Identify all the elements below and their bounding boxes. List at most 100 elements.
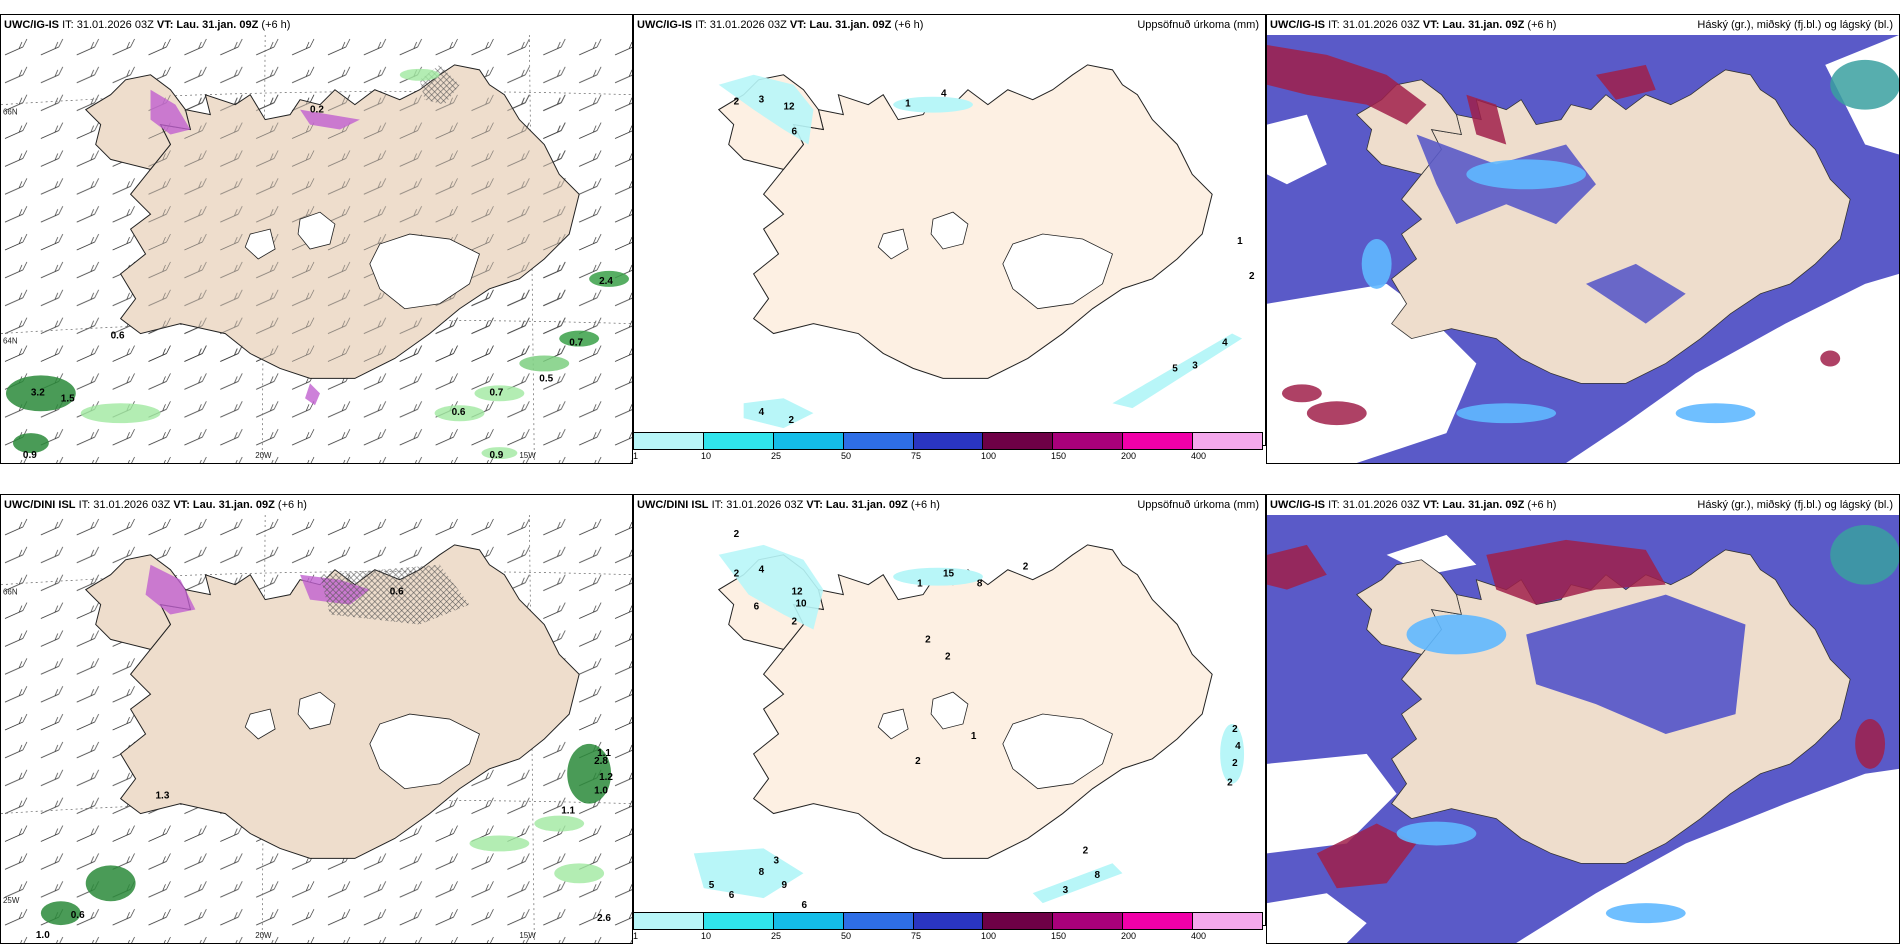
colorbar-tick: 25 <box>771 931 782 941</box>
precip-label: 0.7 <box>569 338 583 349</box>
precip-label: 1.3 <box>156 791 170 802</box>
accum-label: 2 <box>734 569 740 580</box>
accum-label: 3 <box>1063 885 1069 896</box>
accum-label: 5 <box>1172 363 1178 374</box>
lead-time: (+6 h) <box>894 19 924 31</box>
map-area: 0.6 0.2 0.7 0.5 0.6 0.9 2.4 0.7 1.5 3.2 … <box>1 35 632 463</box>
accum-label: 2 <box>789 415 795 426</box>
accum-label: 10 <box>795 599 807 610</box>
panel-clouds-dini: UWC/IG-IS IT: 31.01.2026 03Z VT: Lau. 31… <box>1266 494 1900 944</box>
valid-time: VT: Lau. 31.jan. 09Z <box>789 19 892 31</box>
precip-label: 1.0 <box>36 930 50 941</box>
accum-label: 1 <box>917 579 923 590</box>
init-time: IT: 31.01.2026 03Z <box>695 19 787 31</box>
colorbar-segment <box>1053 913 1124 929</box>
valid-time: VT: Lau. 31.jan. 09Z <box>173 499 275 511</box>
init-time: IT: 31.01.2026 03Z <box>78 499 171 511</box>
precip-label: 0.9 <box>23 450 37 461</box>
grid-label-20w: 20W <box>255 931 272 940</box>
precip-label: 0.9 <box>489 450 503 461</box>
accum-label: 8 <box>977 579 983 590</box>
colorbar-tick: 10 <box>701 451 712 461</box>
accum-label: 8 <box>1095 870 1101 881</box>
colorbar-tick: 400 <box>1191 451 1207 461</box>
colorbar-segment <box>843 913 914 929</box>
colorbar-segment <box>913 433 984 449</box>
colorbar-segment <box>1193 433 1263 449</box>
colorbar-segment <box>1123 913 1194 929</box>
field-title: Háský (gr.), miðský (fj.bl.) og lágský (… <box>1697 19 1893 31</box>
model-name: UWC/DINI ISL <box>4 499 76 511</box>
precip-label: 0.6 <box>452 407 466 418</box>
precip-label: 1.1 <box>561 806 575 817</box>
grid-label-66n: 66N <box>3 588 18 597</box>
accum-label: 12 <box>784 102 796 113</box>
accum-label: 3 <box>759 95 765 106</box>
map-area <box>1267 35 1899 463</box>
accum-label: 3 <box>774 855 780 866</box>
precip-label: 1.1 <box>597 748 611 759</box>
colorbar-segment <box>913 913 984 929</box>
precip-label: 0.6 <box>71 910 85 921</box>
accum-label: 4 <box>941 89 947 100</box>
map-area: 0.6 1.3 1.1 1.2 1.0 1.1 1.0 0.6 2.6 2.8 … <box>1 515 632 943</box>
valid-time: VT: Lau. 31.jan. 09Z <box>1422 19 1525 31</box>
colorbar-tick: 200 <box>1121 451 1137 461</box>
valid-time: VT: Lau. 31.jan. 09Z <box>156 19 259 31</box>
precip-label: 1.5 <box>61 393 75 404</box>
grid-label-20w: 20W <box>255 451 272 460</box>
accum-label: 2 <box>1232 758 1238 769</box>
accum-label: 5 <box>709 880 715 891</box>
colorbar-ticks-bottom: 1 10 25 50 75 100 150 200 400 <box>633 931 1263 943</box>
colorbar-tick: 75 <box>911 931 922 941</box>
precip-label: 0.2 <box>310 105 324 116</box>
colorbar-segment <box>983 433 1054 449</box>
panel-wind-precip-igis: UWC/IG-IS IT: 31.01.2026 03Z VT: Lau. 31… <box>0 14 633 464</box>
accum-label: 2 <box>1227 778 1233 789</box>
precip-label: 0.6 <box>111 331 125 342</box>
accum-label: 4 <box>1235 741 1241 752</box>
lead-time: (+6 h) <box>1527 19 1557 31</box>
colorbar-segment <box>843 433 914 449</box>
colorbar-tick: 1 <box>633 451 639 461</box>
accum-label: 4 <box>1222 337 1228 348</box>
precip-label: 0.6 <box>390 587 404 598</box>
precip-label: 2.8 <box>594 756 608 767</box>
colorbar-tick: 25 <box>771 451 782 461</box>
field-title: Uppsöfnuð úrkoma (mm) <box>1137 19 1259 31</box>
init-time: IT: 31.01.2026 03Z <box>1328 19 1420 31</box>
panel-header: UWC/IG-IS IT: 31.01.2026 03Z VT: Lau. 31… <box>1267 15 1899 35</box>
lead-time: (+6 h) <box>261 19 291 31</box>
accum-label: 2 <box>1249 271 1255 282</box>
panel-clouds-igis: UWC/IG-IS IT: 31.01.2026 03Z VT: Lau. 31… <box>1266 14 1900 464</box>
accum-label: 2 <box>734 97 740 108</box>
valid-time: VT: Lau. 31.jan. 09Z <box>806 499 908 511</box>
colorbar-tick: 150 <box>1051 451 1067 461</box>
accum-label: 3 <box>1192 360 1198 371</box>
colorbar-tick: 10 <box>701 931 712 941</box>
colorbar-tick: 100 <box>981 451 997 461</box>
colorbar-segment <box>1193 913 1263 929</box>
init-time: IT: 31.01.2026 03Z <box>62 19 154 31</box>
map-area <box>1267 515 1899 943</box>
precip-label: 3.2 <box>31 387 45 398</box>
accum-label: 2 <box>925 634 931 645</box>
accum-label: 6 <box>801 900 807 911</box>
accum-label: 1 <box>971 731 977 742</box>
accum-label: 6 <box>754 602 760 613</box>
accum-label: 12 <box>792 587 804 598</box>
colorbar-top <box>633 432 1263 450</box>
precip-label: 1.2 <box>599 772 613 783</box>
accum-label: 2 <box>734 529 740 540</box>
accum-label: 9 <box>782 880 788 891</box>
panel-header: UWC/IG-IS IT: 31.01.2026 03Z VT: Lau. 31… <box>1 15 632 35</box>
colorbar-segment <box>634 433 704 449</box>
colorbar-segment <box>773 433 844 449</box>
colorbar-tick: 150 <box>1051 931 1067 941</box>
grid-label-66n: 66N <box>3 108 18 117</box>
model-name: UWC/IG-IS <box>1270 19 1325 31</box>
grid-label-25w: 25W <box>3 896 20 905</box>
colorbar-tick: 100 <box>981 931 997 941</box>
grid-label-15w: 15W <box>519 451 536 460</box>
accum-label: 2 <box>915 756 921 767</box>
